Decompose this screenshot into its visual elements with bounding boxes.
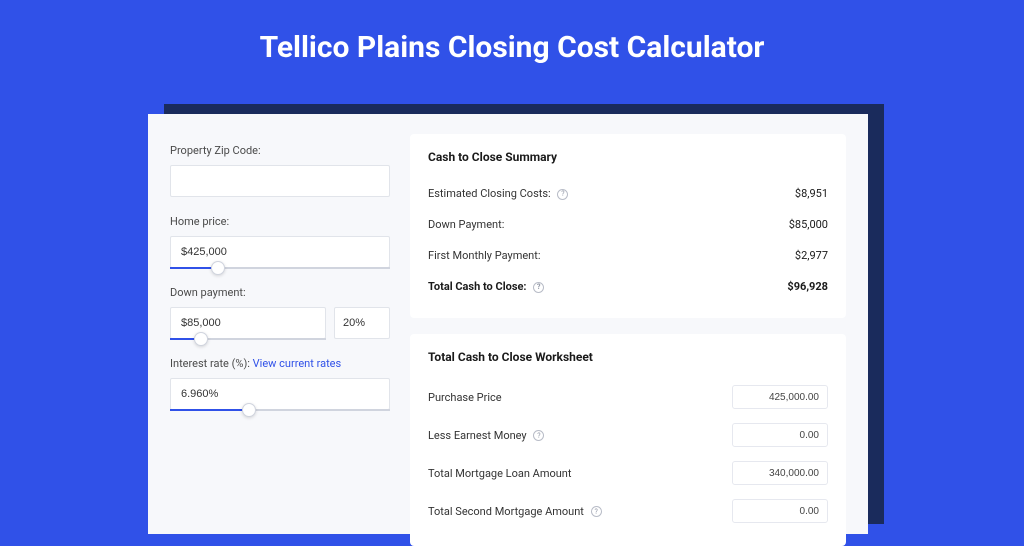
home-price-field-group: Home price: [170, 215, 390, 268]
summary-row-label: First Monthly Payment: [428, 249, 541, 262]
mortgage-amount-input[interactable] [732, 461, 828, 485]
worksheet-card: Total Cash to Close Worksheet Purchase P… [410, 334, 846, 546]
worksheet-row: Purchase Price [428, 378, 828, 416]
home-price-input[interactable] [170, 236, 390, 268]
view-rates-link[interactable]: View current rates [253, 357, 342, 370]
help-icon[interactable]: ? [557, 189, 568, 200]
summary-total-row: Total Cash to Close: ? $96,928 [428, 271, 828, 302]
slider-thumb[interactable] [242, 403, 256, 417]
worksheet-row-label: Total Mortgage Loan Amount [428, 467, 571, 480]
summary-row: First Monthly Payment: $2,977 [428, 240, 828, 271]
summary-row: Estimated Closing Costs: ? $8,951 [428, 178, 828, 209]
interest-rate-slider[interactable] [170, 378, 390, 410]
label-text: Less Earnest Money [428, 429, 527, 442]
summary-row: Down Payment: $85,000 [428, 209, 828, 240]
earnest-money-input[interactable] [732, 423, 828, 447]
zip-field-group: Property Zip Code: [170, 144, 390, 197]
worksheet-row: Less Earnest Money ? [428, 416, 828, 454]
label-text: Total Second Mortgage Amount [428, 505, 584, 518]
slider-thumb[interactable] [194, 332, 208, 346]
summary-title: Cash to Close Summary [428, 150, 828, 164]
down-payment-label: Down payment: [170, 286, 390, 299]
home-price-slider[interactable] [170, 236, 390, 268]
help-icon[interactable]: ? [533, 282, 544, 293]
summary-row-value: $8,951 [795, 187, 828, 200]
summary-card: Cash to Close Summary Estimated Closing … [410, 134, 846, 318]
results-column: Cash to Close Summary Estimated Closing … [410, 134, 846, 514]
summary-total-label: Total Cash to Close: ? [428, 280, 544, 293]
home-price-label: Home price: [170, 215, 390, 228]
second-mortgage-input[interactable] [732, 499, 828, 523]
interest-rate-label-text: Interest rate (%): [170, 357, 250, 370]
help-icon[interactable]: ? [533, 430, 544, 441]
summary-row-value: $85,000 [789, 218, 828, 231]
summary-row-value: $2,977 [795, 249, 828, 262]
summary-row-label: Estimated Closing Costs: ? [428, 187, 568, 200]
worksheet-row-label: Total Second Mortgage Amount ? [428, 505, 602, 518]
down-payment-pct-input[interactable] [334, 307, 390, 339]
calculator-panel: Property Zip Code: Home price: Down paym… [148, 114, 868, 534]
worksheet-row-label: Purchase Price [428, 391, 502, 404]
summary-row-label: Down Payment: [428, 218, 504, 231]
summary-total-value: $96,928 [787, 280, 828, 293]
interest-rate-label: Interest rate (%): View current rates [170, 357, 390, 370]
zip-label: Property Zip Code: [170, 144, 390, 157]
down-payment-field-group: Down payment: [170, 286, 390, 339]
page-title: Tellico Plains Closing Cost Calculator [0, 0, 1024, 89]
down-payment-input[interactable] [170, 307, 326, 339]
zip-input[interactable] [170, 165, 390, 197]
worksheet-row: Total Mortgage Loan Amount [428, 454, 828, 492]
label-text: Total Cash to Close: [428, 280, 527, 293]
worksheet-row-label: Less Earnest Money ? [428, 429, 544, 442]
worksheet-title: Total Cash to Close Worksheet [428, 350, 828, 364]
inputs-column: Property Zip Code: Home price: Down paym… [170, 134, 390, 514]
slider-fill [170, 409, 249, 411]
purchase-price-input[interactable] [732, 385, 828, 409]
interest-rate-field-group: Interest rate (%): View current rates [170, 357, 390, 410]
worksheet-row: Total Second Mortgage Amount ? [428, 492, 828, 530]
interest-rate-input[interactable] [170, 378, 390, 410]
label-text: Estimated Closing Costs: [428, 187, 551, 200]
slider-thumb[interactable] [211, 261, 225, 275]
down-payment-slider[interactable] [170, 307, 326, 339]
